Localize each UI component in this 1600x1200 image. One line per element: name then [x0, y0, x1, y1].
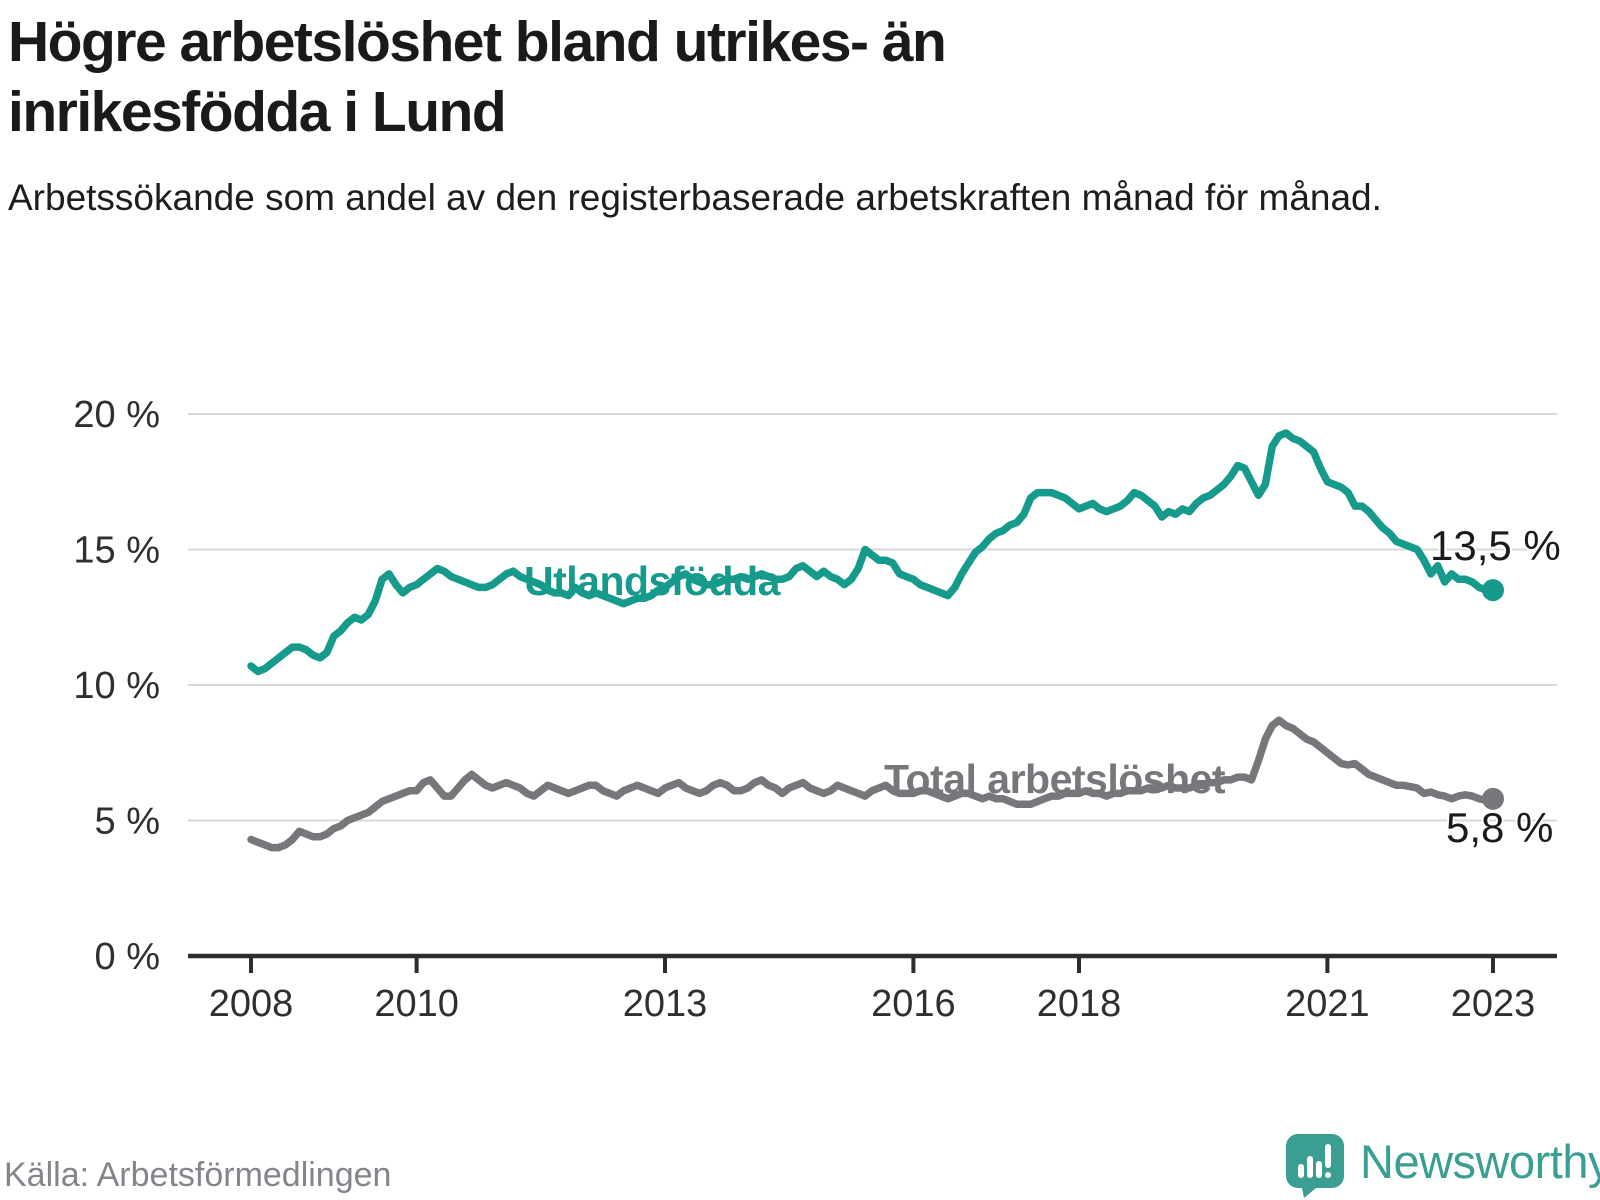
- y-axis-label-20: 20 %: [73, 394, 160, 436]
- logo-bar-1: [1298, 1164, 1304, 1178]
- logo-bubble-shape: [1286, 1134, 1344, 1198]
- utlandsfodda-end-dot: [1482, 579, 1504, 602]
- y-axis-label-0: 0 %: [95, 936, 160, 978]
- newsworthy-logo-text: Newsworthy: [1360, 1134, 1600, 1188]
- page-title: Högre arbetslöshet bland utrikes- än inr…: [8, 10, 947, 144]
- x-axis-label-2016: 2016: [871, 983, 956, 1025]
- x-axis-label-2018: 2018: [1037, 983, 1122, 1025]
- series-label-total-arbetsloshet: Total arbetslöshet: [884, 756, 1226, 802]
- x-axis-label-2021: 2021: [1285, 983, 1370, 1025]
- newsworthy-logo-icon: [1286, 1134, 1344, 1198]
- y-axis-label-15: 15 %: [73, 530, 160, 572]
- source-note: Källa: Arbetsförmedlingen: [4, 1156, 392, 1194]
- y-axis-label-5: 5 %: [95, 801, 160, 843]
- total-arbetsloshet-end-dot: [1482, 787, 1504, 810]
- logo-exclamation-dot: [1325, 1172, 1331, 1178]
- x-axis-label-2008: 2008: [209, 983, 294, 1025]
- total-arbetsloshet-line: [247, 716, 1497, 852]
- end-value-label-total-arbetsloshet: 5,8 %: [1446, 804, 1554, 851]
- logo-exclamation-bar: [1325, 1144, 1331, 1168]
- chart-header: Högre arbetslöshet bland utrikes- än inr…: [8, 8, 1568, 223]
- y-axis-label-10: 10 %: [73, 665, 160, 707]
- logo-bar-3: [1316, 1161, 1322, 1178]
- newsworthy-logo: Newsworthy: [1286, 1134, 1600, 1198]
- x-axis-label-2013: 2013: [623, 983, 708, 1025]
- end-value-label-utlandsfodda: 13,5 %: [1430, 522, 1561, 569]
- logo-bar-2: [1307, 1156, 1313, 1178]
- x-axis-label-2023: 2023: [1451, 983, 1536, 1025]
- page-subtitle: Arbetssökande som andel av den registerb…: [8, 177, 1382, 219]
- x-axis-label-2010: 2010: [374, 983, 459, 1025]
- utlandsfodda-line: [247, 429, 1497, 676]
- series-label-utlandsfodda: Utlandsfödda: [524, 558, 780, 604]
